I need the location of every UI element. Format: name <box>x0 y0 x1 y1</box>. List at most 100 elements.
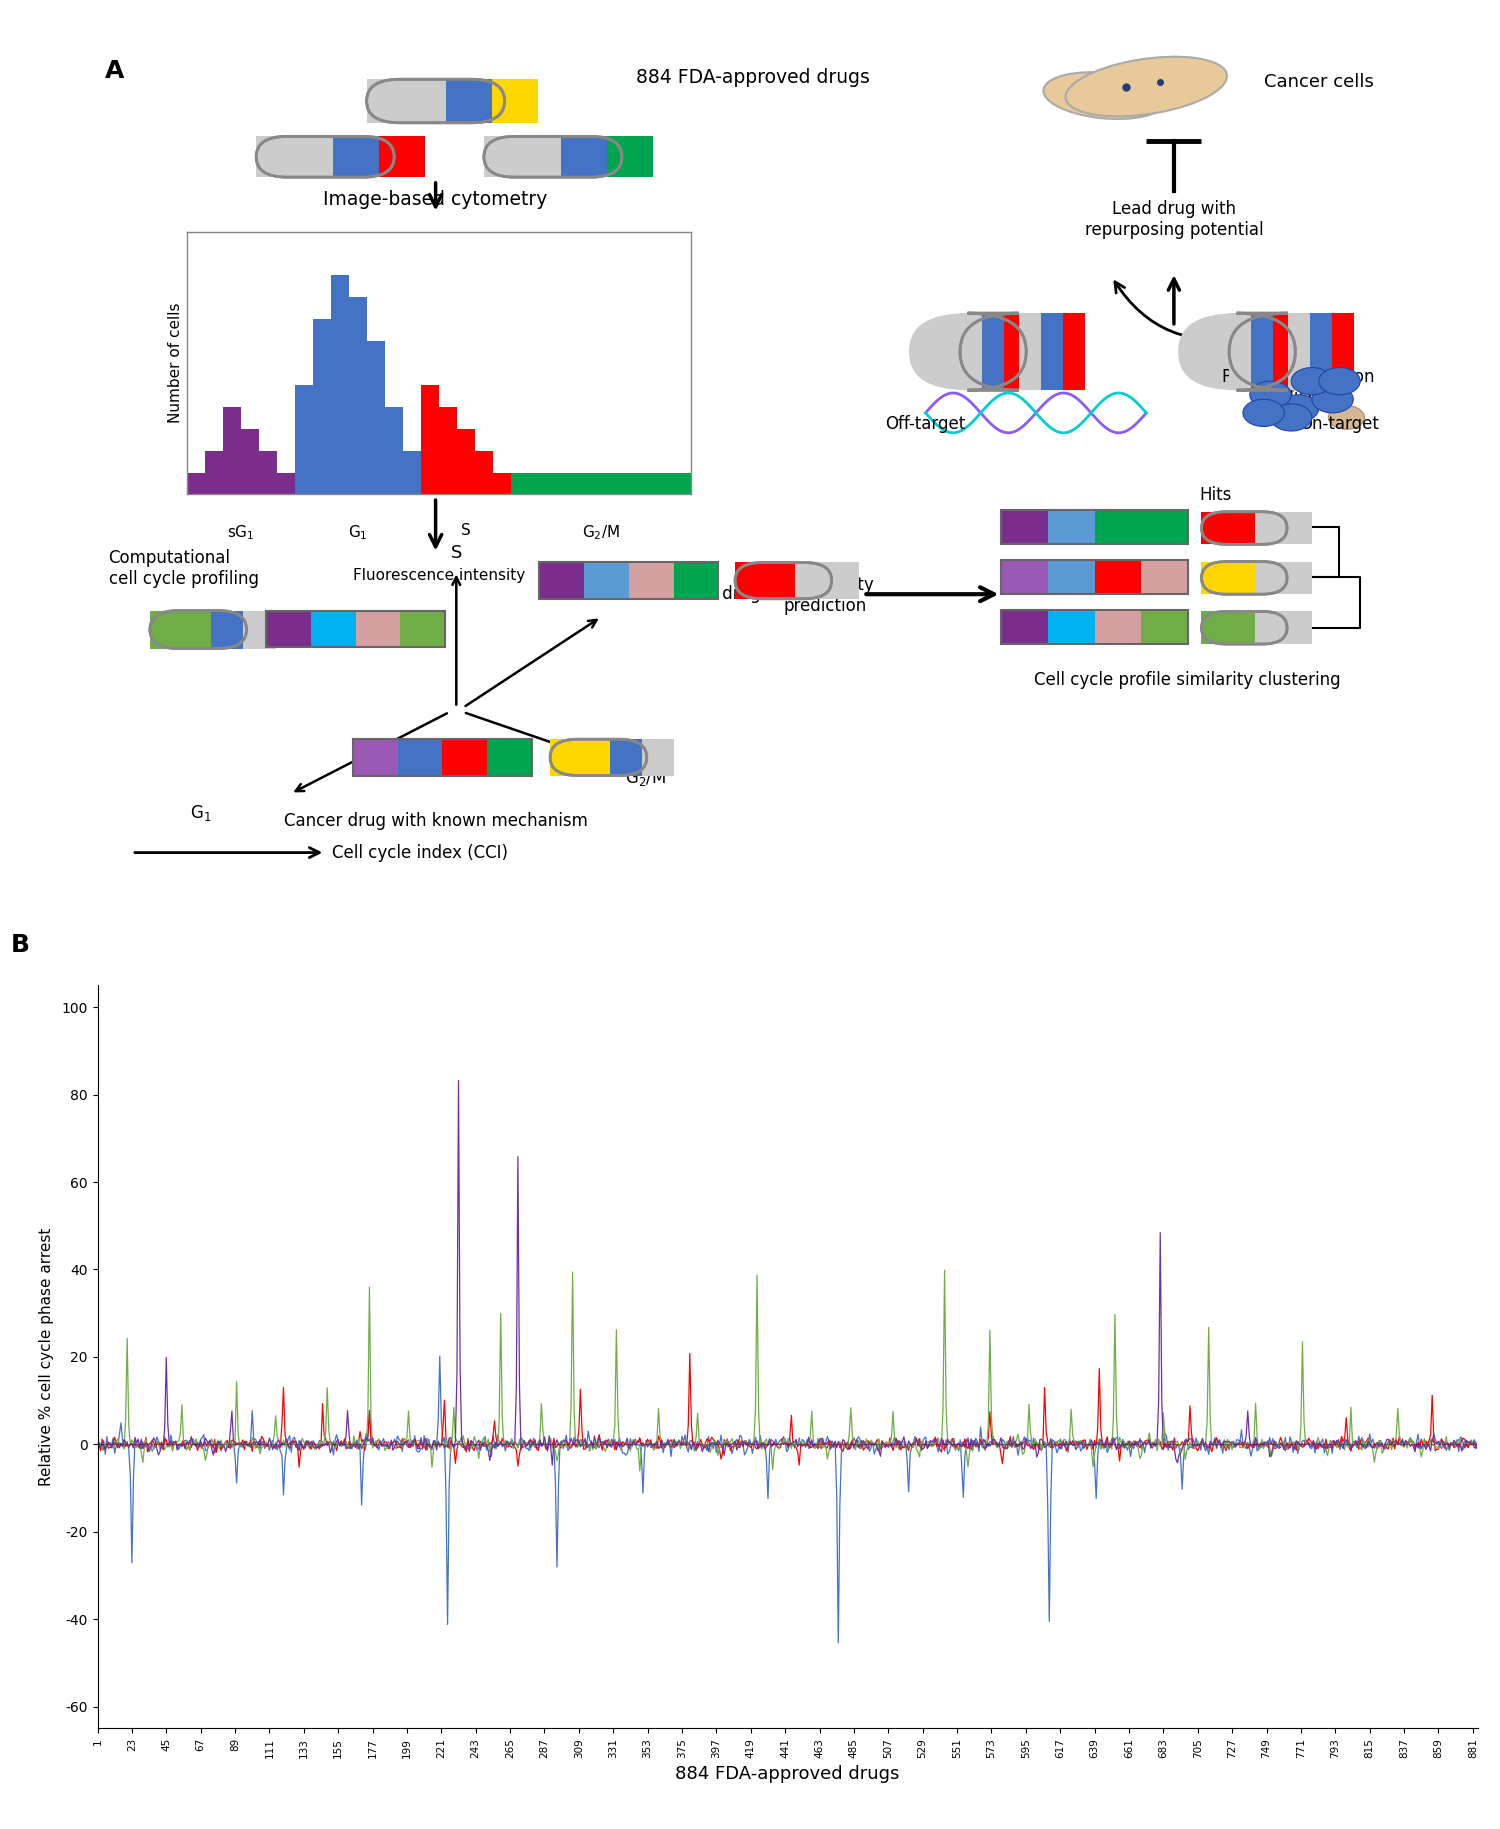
FancyBboxPatch shape <box>256 137 318 177</box>
Bar <box>1095 510 1142 545</box>
Bar <box>1310 313 1332 390</box>
Bar <box>178 611 212 649</box>
Text: 884 FDA-approved drugs: 884 FDA-approved drugs <box>636 68 870 88</box>
FancyBboxPatch shape <box>1202 611 1251 644</box>
Circle shape <box>1260 373 1296 397</box>
Bar <box>1019 313 1041 390</box>
FancyBboxPatch shape <box>1238 562 1287 594</box>
Text: Lead drug with
repurposing potential: Lead drug with repurposing potential <box>1084 199 1263 238</box>
Bar <box>182 611 214 649</box>
Bar <box>302 137 348 177</box>
Bar <box>638 472 656 494</box>
Bar <box>1227 611 1256 644</box>
Bar <box>800 563 831 598</box>
Bar <box>735 563 768 598</box>
Bar <box>1287 313 1310 390</box>
Bar <box>1258 512 1287 545</box>
Bar <box>1256 611 1284 644</box>
Bar <box>488 739 532 775</box>
Bar <box>960 313 982 390</box>
RsG1 <box>1424 1427 1442 1449</box>
Bar <box>1230 512 1258 545</box>
RsG1 <box>450 1070 468 1092</box>
Bar <box>1002 609 1048 644</box>
Bar <box>512 472 530 494</box>
Line: RS: RS <box>98 1353 1478 1467</box>
Bar <box>260 450 278 494</box>
Bar <box>1002 560 1048 594</box>
Text: Non-cancer drug: Non-cancer drug <box>622 585 760 604</box>
FancyBboxPatch shape <box>1202 512 1251 545</box>
RG2/M <box>1276 1438 1294 1460</box>
Bar <box>422 384 440 494</box>
Bar <box>332 276 350 494</box>
X-axis label: 884 FDA-approved drugs: 884 FDA-approved drugs <box>675 1765 900 1783</box>
Bar <box>211 611 243 649</box>
Bar <box>795 563 826 598</box>
Bar <box>1227 562 1256 594</box>
RG2/M <box>88 1428 106 1450</box>
Bar <box>1258 611 1287 644</box>
Bar <box>620 472 638 494</box>
RG1 <box>238 1434 256 1456</box>
Bar <box>982 313 1004 390</box>
Bar <box>1048 609 1095 644</box>
Text: B: B <box>10 933 30 957</box>
Bar <box>1332 313 1354 390</box>
Bar <box>278 472 296 494</box>
Bar <box>642 739 675 775</box>
FancyBboxPatch shape <box>909 313 1026 390</box>
RG1 <box>1424 1430 1442 1452</box>
Circle shape <box>1318 368 1360 395</box>
Bar <box>1142 510 1188 545</box>
RG2/M <box>1442 1434 1460 1456</box>
Bar <box>413 79 459 123</box>
FancyBboxPatch shape <box>1202 562 1251 594</box>
RsG1 <box>1314 1436 1332 1458</box>
Bar <box>538 563 584 598</box>
FancyBboxPatch shape <box>591 739 646 775</box>
Text: G$_2$/M: G$_2$/M <box>582 523 620 541</box>
Circle shape <box>1250 380 1292 408</box>
RS <box>290 1456 308 1478</box>
Bar <box>1004 313 1026 390</box>
Bar <box>1258 562 1287 594</box>
Circle shape <box>1270 404 1312 432</box>
Bar <box>1284 611 1312 644</box>
RG2/M <box>1176 1449 1194 1471</box>
Bar <box>762 563 795 598</box>
Bar <box>1256 512 1284 545</box>
RG1 <box>1176 1428 1194 1450</box>
RsG1 <box>1176 1428 1194 1450</box>
Bar <box>458 428 476 494</box>
RG2/M <box>1424 1434 1442 1456</box>
Bar <box>484 137 530 177</box>
FancyBboxPatch shape <box>560 137 622 177</box>
FancyBboxPatch shape <box>735 563 790 598</box>
RsG1 <box>543 1454 561 1476</box>
Bar <box>459 79 504 123</box>
RG2/M <box>936 1258 954 1280</box>
Bar <box>188 472 206 494</box>
Bar <box>1041 313 1064 390</box>
Bar <box>608 137 652 177</box>
Text: Pathway inhibition
prediction: Pathway inhibition prediction <box>1222 368 1374 406</box>
Bar <box>310 611 356 647</box>
RG2/M <box>1314 1434 1332 1456</box>
RG1 <box>830 1631 848 1653</box>
Bar <box>1048 510 1095 545</box>
FancyBboxPatch shape <box>1178 313 1296 390</box>
Bar <box>1251 313 1274 390</box>
Text: Hits: Hits <box>1198 485 1231 503</box>
FancyBboxPatch shape <box>150 611 208 649</box>
RS <box>1424 1385 1442 1407</box>
Text: S: S <box>450 545 462 563</box>
RsG1 <box>88 1434 106 1456</box>
Bar <box>399 79 445 123</box>
Circle shape <box>1292 368 1332 395</box>
FancyBboxPatch shape <box>1238 611 1287 644</box>
Circle shape <box>1244 399 1284 426</box>
Bar <box>494 472 512 494</box>
Bar <box>214 611 246 649</box>
Text: Cancer cells: Cancer cells <box>1263 73 1374 91</box>
